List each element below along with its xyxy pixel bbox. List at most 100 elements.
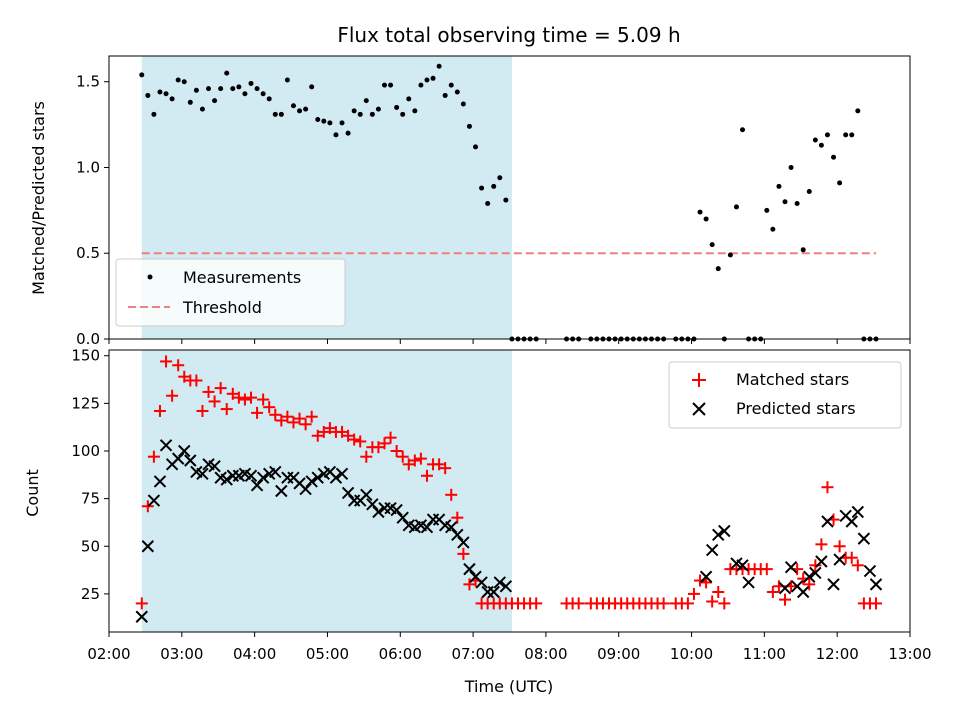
measurement-point — [339, 120, 345, 126]
predicted-star-point — [305, 475, 318, 488]
matched-star-point — [323, 422, 336, 435]
matched-star-point — [226, 387, 239, 400]
matched-star-point — [378, 437, 391, 450]
x-tick-label: 12:00 — [816, 645, 859, 663]
measurement-point — [345, 130, 351, 136]
x-tick-label: 13:00 — [888, 645, 931, 663]
matched-star-point — [275, 414, 288, 427]
measurement-point — [733, 204, 739, 210]
measurement-point — [224, 70, 230, 76]
measurement-point — [503, 197, 509, 203]
x-tick-label: 02:00 — [87, 645, 130, 663]
measurement-point — [169, 96, 175, 102]
measurement-point — [764, 207, 770, 213]
matched-star-point — [414, 452, 427, 465]
matched-star-point — [760, 563, 773, 576]
matched-star-point — [220, 403, 233, 416]
matched-star-point — [354, 435, 367, 448]
bottom-legend-box — [668, 361, 902, 429]
predicted-star-point — [796, 585, 810, 599]
predicted-star-point — [256, 471, 270, 484]
matched-star-point — [317, 425, 330, 438]
predicted-star-point — [863, 564, 877, 578]
legend-threshold-label: Threshold — [182, 298, 262, 317]
measurement-point — [740, 127, 746, 133]
measurement-point — [497, 175, 503, 181]
measurement-point — [436, 63, 442, 69]
predicted-star-point — [833, 553, 846, 566]
matched-star-point — [153, 404, 166, 417]
legend-predicted-marker — [692, 402, 706, 416]
measurement-point — [369, 111, 375, 117]
top-y-tick-label: 0.0 — [76, 330, 100, 348]
measurement-point — [315, 116, 321, 122]
predicted-star-point — [493, 576, 506, 589]
measurement-point — [375, 106, 381, 112]
matched-star-point — [305, 410, 318, 423]
matched-star-point — [700, 576, 713, 589]
bottom-y-tick-label: 50 — [81, 537, 100, 555]
matched-star-point — [706, 595, 719, 608]
measurement-point — [418, 82, 424, 88]
x-tick-label: 10:00 — [670, 645, 713, 663]
x-tick-label: 08:00 — [524, 645, 567, 663]
predicted-star-point — [269, 465, 282, 479]
predicted-star-point — [851, 505, 865, 519]
top-panel: 0.0 0.5 1.0 1.5 Matched/Predicted stars Mea… — [29, 55, 911, 348]
top-y-tick-label: 1.5 — [76, 73, 100, 91]
measurement-point — [824, 132, 830, 138]
matched-star-point — [778, 593, 791, 606]
measurement-point — [187, 99, 193, 105]
measurement-point — [770, 226, 776, 232]
predicted-star-point — [396, 511, 409, 524]
predicted-star-point — [803, 570, 816, 583]
predicted-star-point — [220, 473, 233, 486]
predicted-star-point — [390, 503, 403, 517]
measurement-point — [333, 132, 339, 138]
measurement-point — [157, 89, 163, 95]
predicted-star-point — [153, 475, 167, 488]
predicted-star-point — [451, 528, 464, 542]
matched-star-point — [214, 382, 227, 395]
predicted-star-point — [420, 520, 434, 534]
measurement-point — [412, 108, 418, 114]
measurement-point — [309, 84, 315, 90]
legend-measurements-label: Measurements — [183, 268, 301, 287]
matched-star-point — [809, 559, 822, 572]
measurement-point — [442, 92, 448, 98]
measurement-point — [473, 144, 479, 150]
measurement-point — [788, 164, 794, 170]
x-tick-label: 07:00 — [451, 645, 494, 663]
matched-star-point — [402, 458, 415, 471]
bottom-panel: 25 50 75 100 125 150 02:00 03:00 04:00 05:00 06:0… — [23, 347, 932, 696]
measurement-point — [388, 82, 394, 88]
matched-star-point — [342, 429, 355, 442]
measurement-point — [284, 77, 290, 83]
predicted-star-point — [244, 469, 258, 482]
measurement-point — [236, 84, 242, 90]
measurement-point — [703, 216, 709, 222]
predicted-star-point — [208, 460, 221, 473]
predicted-star-point — [445, 520, 458, 534]
predicted-star-point — [712, 528, 725, 542]
measurement-point — [206, 86, 212, 92]
predicted-star-point — [827, 578, 840, 591]
measurement-point — [357, 111, 363, 117]
measurement-point — [448, 82, 454, 88]
bottom-y-tick-label: 150 — [71, 347, 100, 365]
measurement-point — [485, 201, 491, 207]
matched-star-point — [238, 393, 251, 406]
measurement-point — [193, 87, 199, 93]
matched-star-point — [408, 454, 421, 467]
bottom-y-tick-label: 25 — [81, 585, 100, 603]
measurement-point — [430, 75, 436, 81]
x-tick-label: 05:00 — [306, 645, 349, 663]
matched-star-point — [166, 389, 179, 402]
predicted-star-point — [499, 580, 513, 593]
predicted-star-point — [778, 581, 792, 595]
matched-star-point — [694, 574, 707, 587]
matched-star-point — [287, 416, 300, 429]
measurement-point — [260, 91, 266, 97]
predicted-star-point — [171, 452, 185, 465]
legend-measurements-marker — [147, 274, 153, 280]
